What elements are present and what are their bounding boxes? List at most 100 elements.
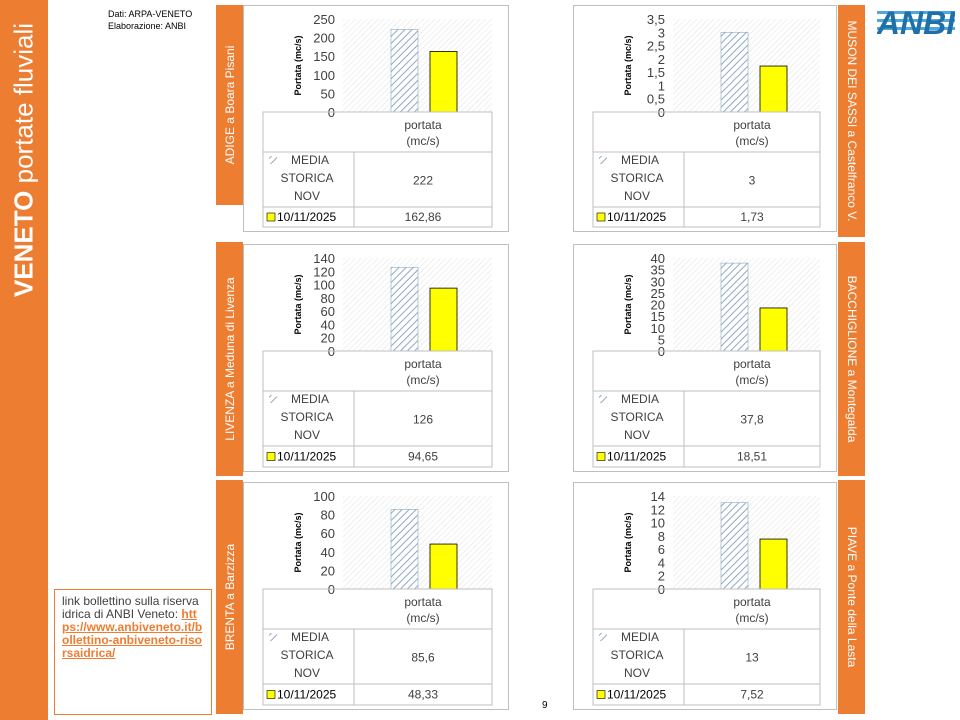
legend-swatch-current bbox=[266, 212, 276, 222]
y-axis-label: Portata (mc/s) bbox=[623, 274, 633, 334]
legend-swatch-current bbox=[596, 212, 606, 222]
y-axis-label: Portata (mc/s) bbox=[293, 35, 303, 95]
data-table bbox=[592, 350, 821, 468]
y-tick-label: 1,5 bbox=[647, 65, 665, 80]
x-category-label: portata (mc/s) bbox=[733, 118, 771, 148]
y-tick-label: 10 bbox=[651, 516, 665, 531]
bar-current bbox=[759, 65, 788, 113]
river-label-livenza: LIVENZA a Meduna di Livenza bbox=[216, 242, 243, 476]
page-title: VENETO portate fluviali bbox=[9, 23, 40, 297]
y-tick-label: 100 bbox=[313, 68, 335, 83]
bar-current bbox=[429, 543, 458, 590]
anbi-logo: ANBI bbox=[877, 5, 955, 38]
y-axis-label: Portata (mc/s) bbox=[623, 512, 633, 572]
bar-media-storica bbox=[390, 509, 419, 590]
value-label-current: 1,73 bbox=[740, 210, 764, 224]
chart-panel-brenta: 0 20 40 60 80 100 Portata (mc/s) portata (mc/s) M… bbox=[243, 482, 509, 710]
y-tick-label: 140 bbox=[313, 251, 335, 266]
y-tick-label: 150 bbox=[313, 49, 335, 64]
x-category-label: portata (mc/s) bbox=[404, 595, 442, 625]
value-label-current: 48,33 bbox=[408, 688, 438, 702]
logo-stripe-1 bbox=[877, 11, 955, 14]
y-tick-label: 20 bbox=[321, 331, 335, 346]
legend-label-current: 10/11/2025 bbox=[607, 210, 666, 224]
bar-media-storica bbox=[720, 502, 749, 590]
y-tick-label: 6 bbox=[658, 542, 665, 557]
legend-swatch-media-storica bbox=[269, 633, 277, 641]
value-label-current: 18,51 bbox=[737, 450, 767, 464]
bar-current bbox=[429, 51, 458, 113]
y-tick-label: 2 bbox=[658, 569, 665, 584]
legend-swatch-current bbox=[596, 452, 606, 461]
value-label-media-storica: 85,6 bbox=[411, 651, 435, 665]
logo-text: ANBI bbox=[877, 5, 955, 38]
river-label-brenta: BRENTA a Barzizza bbox=[216, 480, 243, 714]
bar-media-storica bbox=[720, 31, 749, 113]
legend-swatch-current bbox=[266, 690, 276, 699]
y-tick-label: 25 bbox=[651, 286, 665, 301]
legend-label-current: 10/11/2025 bbox=[607, 688, 666, 702]
y-tick-label: 30 bbox=[651, 274, 665, 289]
y-axis-label: Portata (mc/s) bbox=[293, 274, 303, 334]
bar-media-storica bbox=[390, 29, 419, 113]
page-title-bold: VENETO bbox=[8, 190, 39, 298]
y-tick-label: 8 bbox=[658, 529, 665, 544]
y-tick-label: 60 bbox=[321, 304, 335, 319]
link-box-text: link bollettino sulla riserva idrica di … bbox=[62, 594, 199, 621]
data-table bbox=[262, 588, 493, 706]
logo-stripe-3 bbox=[877, 27, 955, 30]
value-label-media-storica: 13 bbox=[745, 651, 759, 665]
value-label-media-storica: 37,8 bbox=[740, 413, 764, 427]
y-tick-label: 2,5 bbox=[647, 39, 665, 54]
y-tick-label: 80 bbox=[321, 291, 335, 306]
y-axis-label: Portata (mc/s) bbox=[293, 512, 303, 572]
legend-label-current: 10/11/2025 bbox=[277, 450, 336, 464]
legend-label-media-storica: MEDIA STORICA NOV bbox=[610, 392, 663, 442]
river-label-bacchiglione: BACCHIGLIONE a Montegalda bbox=[838, 242, 865, 476]
logo-stripe-2 bbox=[877, 19, 955, 22]
legend-swatch-media-storica bbox=[599, 156, 607, 164]
y-tick-label: 4 bbox=[658, 555, 665, 570]
value-label-current: 94,65 bbox=[408, 450, 438, 464]
legend-label-media-storica: MEDIA STORICA NOV bbox=[280, 630, 333, 680]
y-tick-label: 40 bbox=[321, 545, 335, 560]
y-tick-label: 15 bbox=[651, 309, 665, 324]
chart-panel-livenza: 0 20 40 60 80 100 120 140 Portata (mc/s) portata(… bbox=[243, 244, 509, 472]
value-label-current: 162,86 bbox=[405, 210, 442, 224]
y-tick-label: 80 bbox=[321, 508, 335, 523]
legend-label-media-storica: MEDIA STORICA NOV bbox=[610, 630, 663, 680]
y-tick-label: 100 bbox=[313, 278, 335, 293]
river-label-adige: ADIGE a Boara Pisani bbox=[216, 5, 243, 205]
data-table bbox=[592, 588, 821, 706]
river-label-muson: MUSON DEI SASSI a Castelfranco V. bbox=[838, 5, 865, 237]
legend-swatch-media-storica bbox=[269, 395, 277, 403]
source-line-data: Dati: ARPA-VENETO bbox=[108, 9, 193, 19]
y-tick-label: 50 bbox=[321, 86, 335, 101]
value-label-current: 7,52 bbox=[740, 688, 764, 702]
y-tick-label: 100 bbox=[313, 489, 335, 504]
data-table bbox=[262, 350, 493, 468]
bar-current bbox=[429, 287, 458, 352]
y-tick-label: 12 bbox=[651, 502, 665, 517]
bulletin-link[interactable]: https://www.anbiveneto.it/bollettino-anb… bbox=[62, 607, 203, 660]
x-category-label: portata (mc/s) bbox=[404, 118, 442, 148]
page-number: 9 bbox=[542, 700, 548, 711]
bar-media-storica bbox=[720, 262, 749, 352]
legend-swatch-media-storica bbox=[599, 633, 607, 641]
y-tick-label: 40 bbox=[321, 317, 335, 332]
data-table bbox=[262, 111, 493, 228]
source-line-elaboration: Elaborazione: ANBI bbox=[108, 21, 187, 31]
data-source: Dati: ARPA-VENETO Elaborazione: ANBI bbox=[108, 8, 192, 32]
y-tick-label: 20 bbox=[651, 298, 665, 313]
data-table bbox=[592, 111, 821, 228]
bar-current bbox=[759, 538, 788, 590]
y-axis-label: Portata (mc/s) bbox=[623, 35, 633, 95]
legend-label-media-storica: MEDIA STORICA NOV bbox=[280, 153, 333, 203]
y-tick-label: 40 bbox=[651, 251, 665, 266]
y-tick-label: 3,5 bbox=[647, 12, 665, 27]
